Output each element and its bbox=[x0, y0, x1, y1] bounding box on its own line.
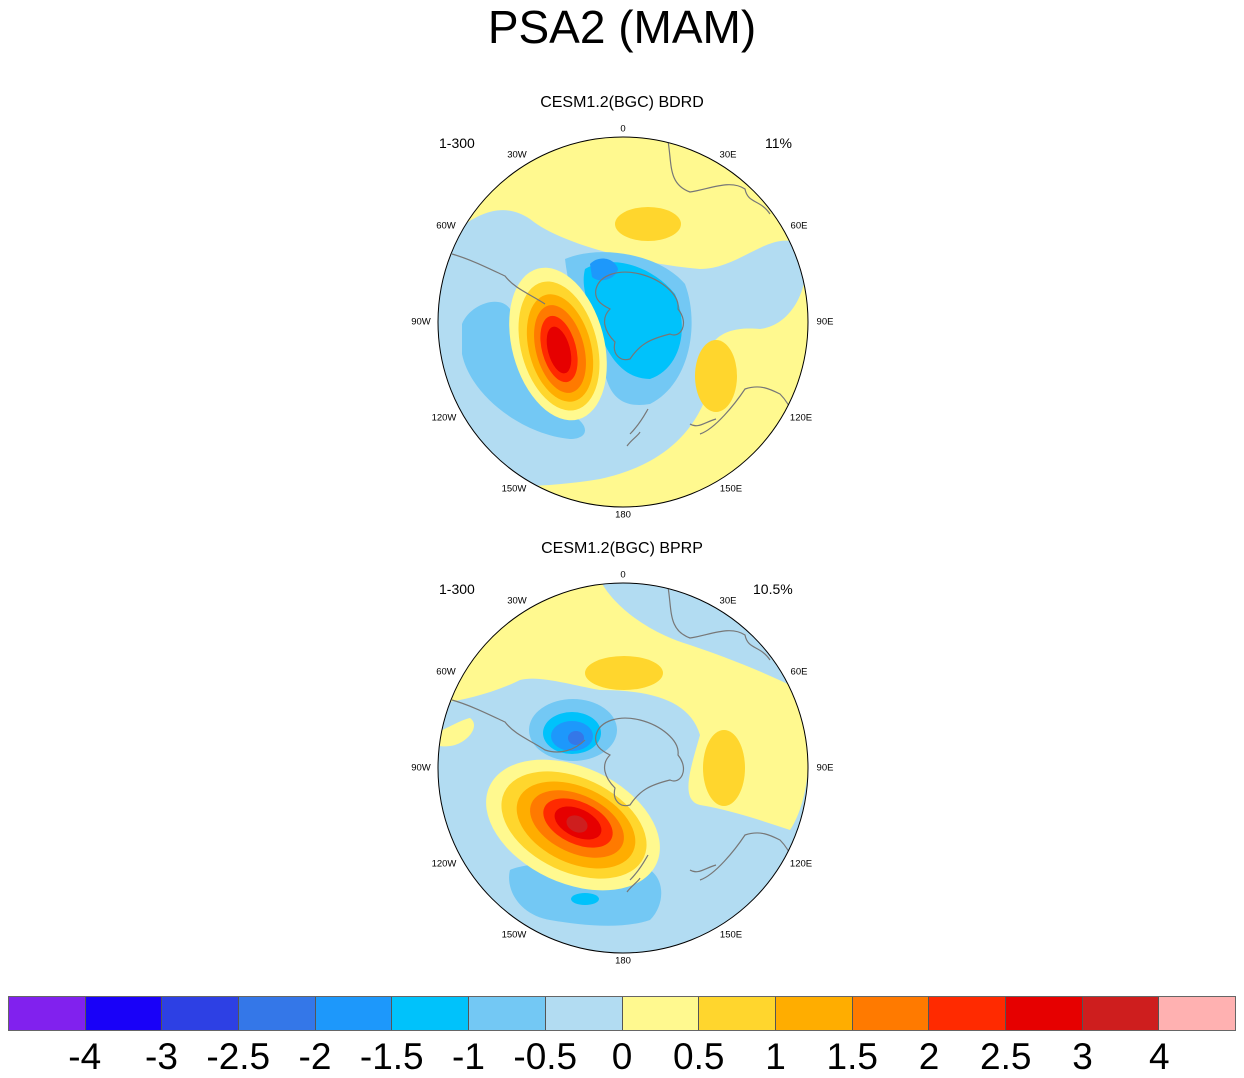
years-label: 1-300 bbox=[439, 135, 475, 151]
lon-label-30w: 30W bbox=[507, 595, 527, 607]
colorbar-box bbox=[239, 997, 316, 1030]
lon-label-180: 180 bbox=[615, 509, 631, 521]
contour-pos-3.5 bbox=[566, 815, 588, 833]
lon-label-90w: 90W bbox=[411, 762, 431, 774]
colorbar-label: -2.5 bbox=[206, 1036, 271, 1077]
contour-pos-1-north bbox=[585, 656, 663, 690]
figure-title: PSA2 (MAM) bbox=[487, 1, 757, 53]
colorbar-label: 4 bbox=[1148, 1036, 1170, 1077]
lon-label-180: 180 bbox=[615, 955, 631, 967]
lon-label-30e: 30E bbox=[719, 595, 737, 607]
contour-pos-0.5-west bbox=[438, 718, 474, 747]
colorbar-box bbox=[775, 997, 853, 1030]
variance-label: 10.5% bbox=[753, 581, 793, 597]
colorbar-label: 1 bbox=[765, 1036, 786, 1077]
colorbar-box bbox=[162, 997, 240, 1030]
lon-label-30w: 30W bbox=[507, 149, 527, 161]
lon-label-150w: 150W bbox=[501, 929, 527, 941]
colorbar-box bbox=[622, 997, 700, 1030]
lon-label-150e: 150E bbox=[719, 483, 743, 495]
contour-pos-1-east bbox=[695, 340, 737, 412]
colorbar-label: -2 bbox=[298, 1036, 332, 1077]
contour-pos-3 bbox=[546, 326, 572, 374]
colorbar-box bbox=[1082, 997, 1160, 1030]
colorbar-label: -3 bbox=[145, 1036, 178, 1077]
coastlines bbox=[451, 586, 797, 893]
colorbar-label: -4 bbox=[68, 1036, 102, 1077]
lon-label-120w: 120W bbox=[431, 412, 457, 424]
lon-label-120e: 120E bbox=[789, 858, 813, 870]
lon-label-30e: 30E bbox=[719, 149, 737, 161]
map-boundary bbox=[437, 582, 809, 954]
colorbar-label: 3 bbox=[1072, 1036, 1093, 1077]
colorbar-label: -1 bbox=[452, 1036, 485, 1077]
lon-label-90e: 90E bbox=[816, 316, 834, 328]
contour-pos-1-north bbox=[615, 207, 681, 241]
polar-map bbox=[437, 136, 809, 508]
lon-label-90e: 90E bbox=[816, 762, 834, 774]
lon-label-120w: 120W bbox=[431, 858, 457, 870]
lon-label-60w: 60W bbox=[436, 220, 456, 232]
lon-label-0: 0 bbox=[620, 569, 626, 581]
colorbar-box bbox=[9, 997, 86, 1030]
contour-neg-2.5 bbox=[568, 731, 584, 745]
colorbar-label: 2 bbox=[918, 1036, 940, 1077]
polar-map bbox=[437, 582, 809, 954]
panel-title: CESM1.2(BGC) BPRP bbox=[541, 540, 703, 557]
colorbar-label: -0.5 bbox=[513, 1036, 578, 1077]
colorbar-label: 0 bbox=[611, 1036, 633, 1077]
lon-label-60w: 60W bbox=[436, 666, 456, 678]
lon-label-90w: 90W bbox=[411, 316, 431, 328]
lon-label-120e: 120E bbox=[789, 412, 813, 424]
map-panel-bprp: CESM1.2(BGC) BPRP 1-300 10.5% bbox=[0, 540, 1244, 980]
variance-label: 11% bbox=[765, 135, 792, 151]
colorbar-box bbox=[1159, 997, 1235, 1030]
colorbar-label: 0.5 bbox=[673, 1036, 725, 1077]
colorbar-label: -1.5 bbox=[359, 1036, 424, 1077]
map-boundary bbox=[437, 136, 809, 508]
colorbar-box bbox=[852, 997, 930, 1030]
colorbar-box bbox=[85, 997, 163, 1030]
colorbar-box bbox=[1005, 997, 1083, 1030]
colorbar-label: 1.5 bbox=[826, 1036, 878, 1077]
years-label: 1-300 bbox=[439, 581, 475, 597]
contour-neg-1.5 bbox=[583, 262, 682, 379]
colorbar-box bbox=[545, 997, 623, 1030]
colorbar-label: 2.5 bbox=[980, 1036, 1032, 1077]
contour-pos-1-east bbox=[703, 730, 745, 806]
map-panel-bdrd: CESM1.2(BGC) BDRD 1-300 11% bbox=[0, 94, 1244, 534]
colorbar-box bbox=[929, 997, 1006, 1030]
colorbar-box bbox=[315, 997, 393, 1030]
colorbar-box bbox=[469, 997, 546, 1030]
colorbar-box bbox=[392, 997, 470, 1030]
panel-title: CESM1.2(BGC) BDRD bbox=[540, 94, 704, 111]
lon-label-150e: 150E bbox=[719, 929, 743, 941]
lon-label-150w: 150W bbox=[501, 483, 527, 495]
lon-label-60e: 60E bbox=[790, 220, 808, 232]
lon-label-60e: 60E bbox=[790, 666, 808, 678]
colorbar bbox=[8, 996, 1236, 1031]
contour-neg-1.5-south bbox=[571, 893, 599, 905]
lon-label-0: 0 bbox=[620, 123, 626, 135]
colorbar-box bbox=[699, 997, 776, 1030]
